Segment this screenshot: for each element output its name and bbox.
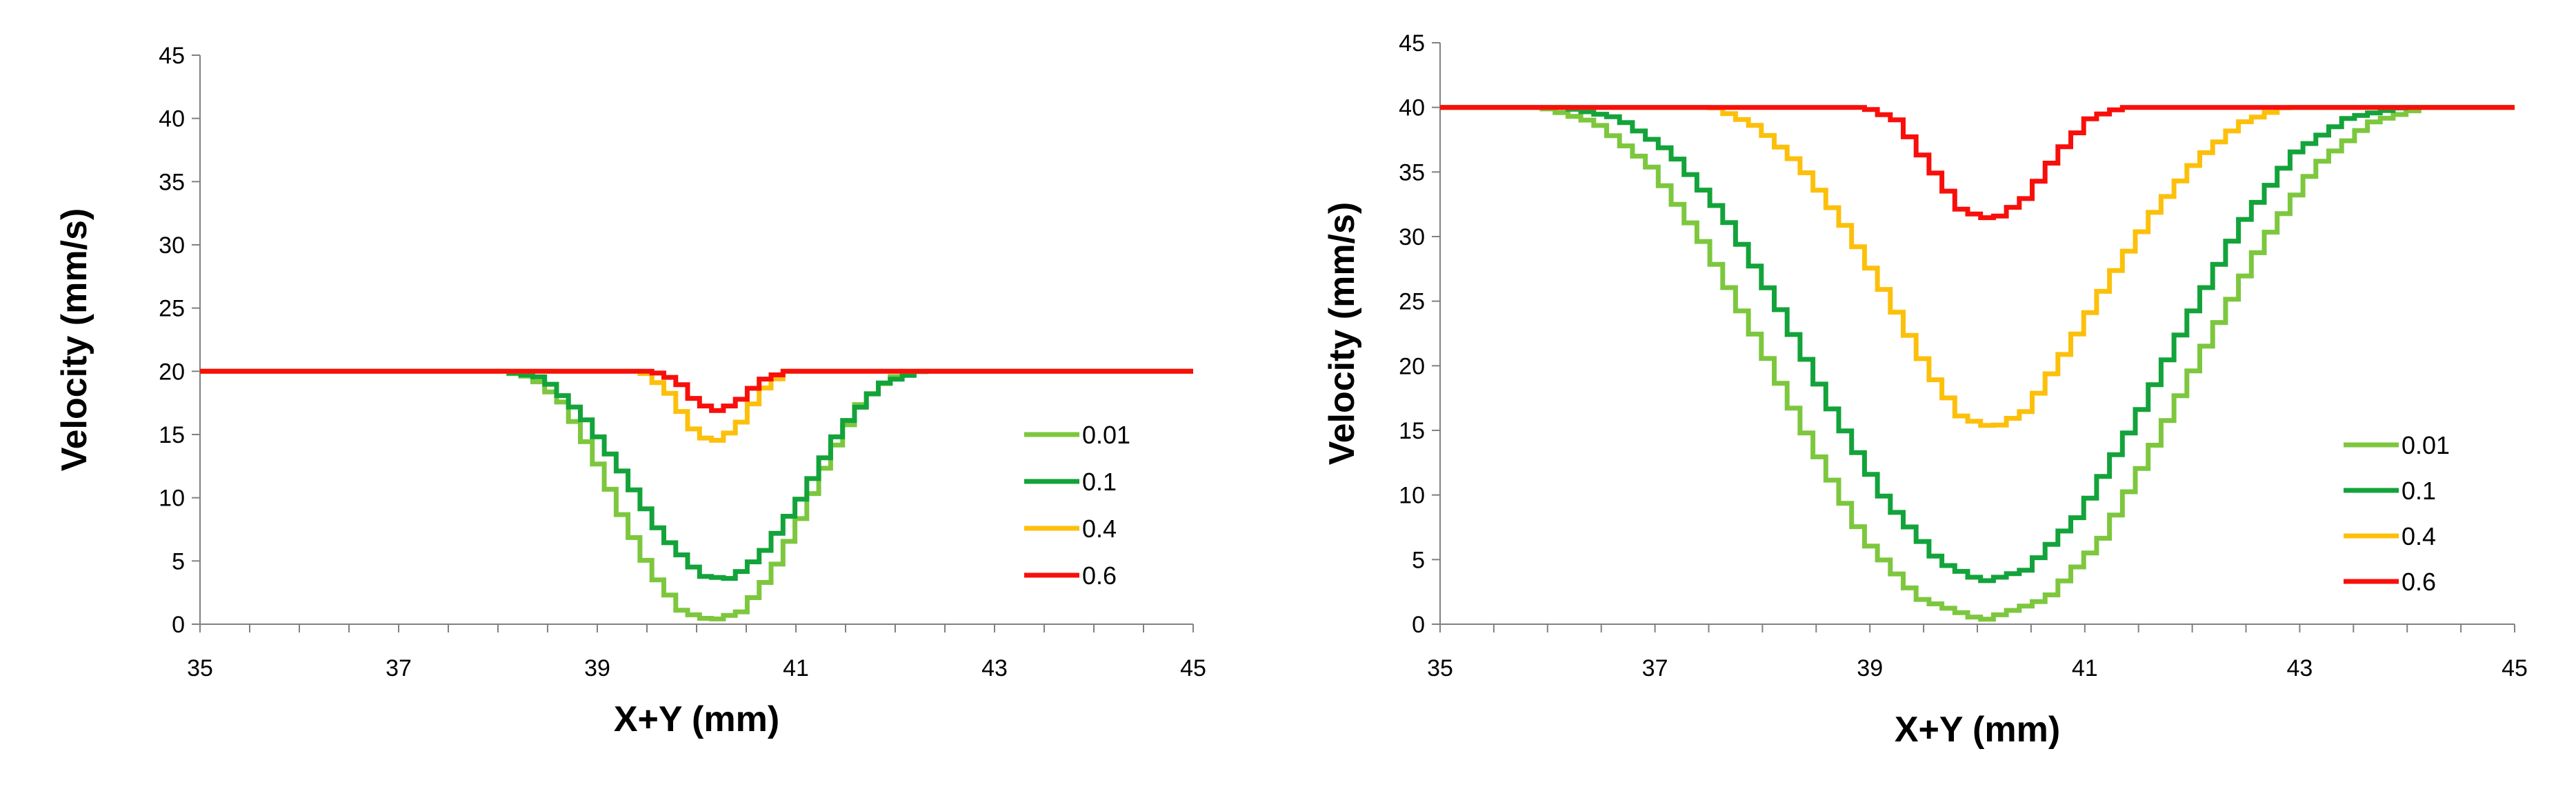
y-tick-label: 35	[159, 169, 185, 195]
legend-label: 0.4	[2402, 522, 2436, 550]
y-tick-label: 15	[1399, 418, 1425, 444]
legend-label: 0.6	[1082, 561, 1117, 590]
series-line-0-4	[1440, 105, 2515, 428]
y-axis-title: Velocity (mm/s)	[54, 208, 94, 471]
x-axis-title: X+Y (mm)	[614, 699, 779, 739]
y-tick-label: 30	[1399, 224, 1425, 250]
y-tick-label: 35	[1399, 159, 1425, 186]
y-tick-label: 25	[1399, 289, 1425, 315]
x-tick-label: 45	[1180, 655, 1206, 681]
y-tick-label: 10	[159, 486, 185, 512]
x-tick-label: 41	[2072, 655, 2098, 681]
series-line-0-6	[200, 368, 1193, 413]
chart-left-svg: 0 5 10 15 20 25 30 35 40 45 35 37 39 41 43 45 X+Y (mm) Ve…	[54, 43, 1206, 739]
legend-label: 0.4	[1082, 515, 1117, 543]
x-tick-label: 45	[2502, 655, 2528, 681]
y-axis-title: Velocity (mm/s)	[1322, 202, 1362, 465]
x-tick-label: 43	[981, 655, 1008, 681]
x-tick-label: 35	[1427, 655, 1453, 681]
legend-label: 0.01	[2402, 431, 2450, 459]
y-tick-label: 0	[1412, 612, 1425, 638]
x-tick-label: 37	[1642, 655, 1668, 681]
chart-left: 0 5 10 15 20 25 30 35 40 45 35 37 39 41 43 45 X+Y (mm) Ve…	[54, 43, 1206, 739]
series-line-0-1	[200, 368, 1193, 581]
legend-label: 0.1	[1082, 468, 1117, 496]
legend-label: 0.01	[1082, 421, 1130, 449]
y-tick-label: 15	[159, 422, 185, 448]
y-tick-label: 10	[1399, 483, 1425, 509]
y-tick-label: 0	[172, 612, 185, 638]
x-tick-label: 35	[187, 655, 213, 681]
x-tick-label: 37	[386, 655, 412, 681]
y-tick-label: 20	[159, 359, 185, 385]
series-line-0-4	[200, 368, 1193, 443]
series-line-0-6	[1440, 105, 2515, 221]
y-tick-label: 45	[1399, 30, 1425, 57]
legend-label: 0.1	[2402, 477, 2436, 505]
x-tick-label: 41	[783, 655, 809, 681]
series-line-0-1	[1440, 105, 2515, 583]
y-tick-label: 30	[159, 232, 185, 259]
series-line-0-01	[1440, 105, 2515, 622]
y-tick-label: 5	[172, 548, 185, 575]
x-tick-label: 39	[1857, 655, 1883, 681]
y-tick-label: 40	[159, 106, 185, 132]
y-tick-label: 20	[1399, 353, 1425, 379]
y-tick-label: 40	[1399, 95, 1425, 121]
y-tick-label: 25	[159, 296, 185, 322]
x-tick-label: 43	[2286, 655, 2313, 681]
chart-right: 0 5 10 15 20 25 30 35 40 45 35 37 39 41 43 45 X+Y (mm) Ve…	[1288, 0, 2576, 798]
x-axis-title: X+Y (mm)	[1895, 710, 2060, 750]
x-tick-label: 39	[584, 655, 610, 681]
y-tick-label: 45	[159, 43, 185, 69]
chart-right-svg: 0 5 10 15 20 25 30 35 40 45 35 37 39 41 43 45 X+Y (mm) Ve…	[1322, 30, 2528, 750]
legend-label: 0.6	[2402, 568, 2436, 596]
series-line-0-01	[200, 368, 1193, 621]
y-tick-label: 5	[1412, 547, 1425, 573]
